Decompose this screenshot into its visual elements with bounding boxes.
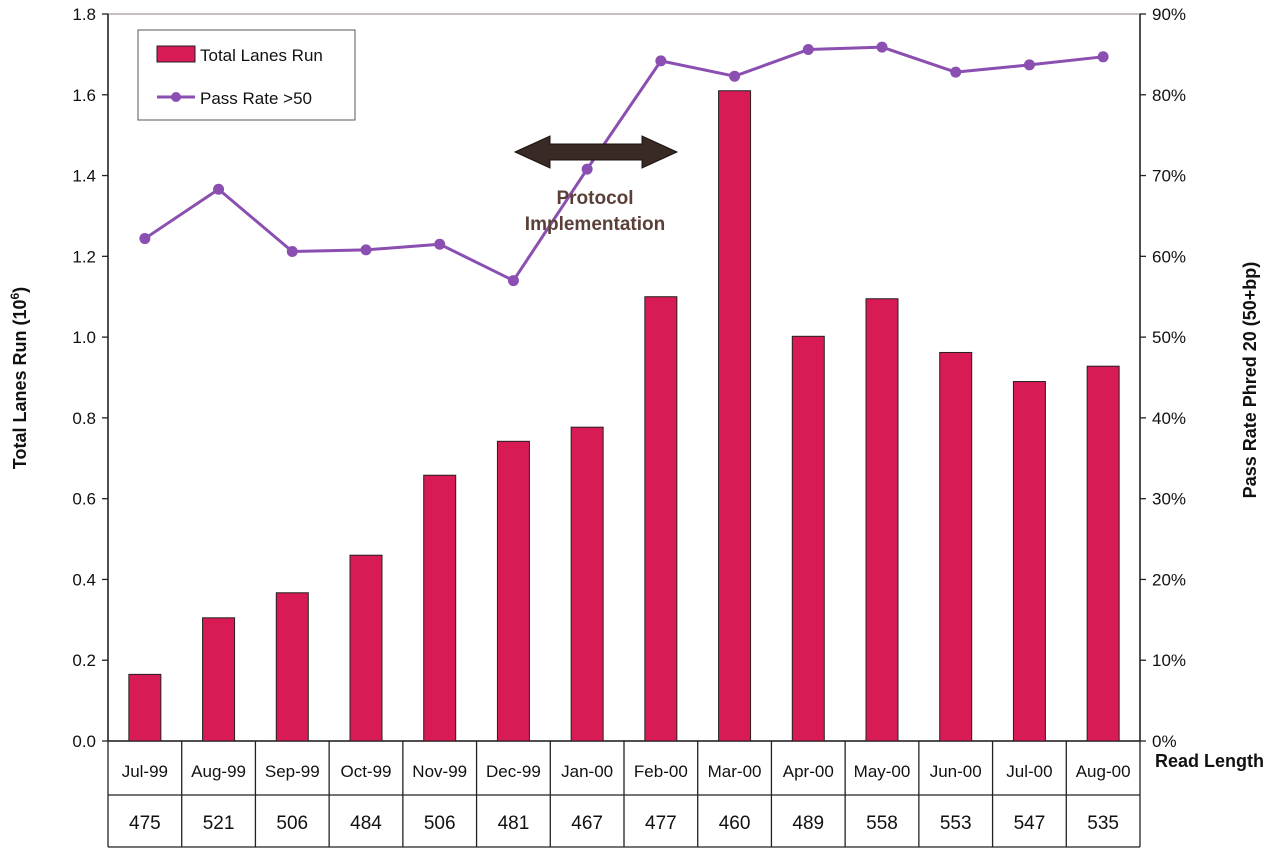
left-axis-ticks: 0.0 0.2 0.4 0.6 0.8 1.0 1.2 1.4 1.6 1.8 xyxy=(72,5,108,751)
line-series xyxy=(139,41,1109,287)
double-arrow-icon xyxy=(513,135,679,169)
y2-tick-label: 90% xyxy=(1152,5,1186,24)
x-category-label: Feb-00 xyxy=(634,762,688,781)
plot-frame xyxy=(107,13,1141,742)
read-length-value: 481 xyxy=(498,813,530,834)
bar-series xyxy=(128,90,1120,742)
bar-mar-00 xyxy=(718,90,752,742)
y-tick-label: 0.4 xyxy=(72,570,96,589)
y2-axis-title: Pass Rate Phred 20 (50+bp) xyxy=(1240,262,1260,499)
x-category-label: Jul-00 xyxy=(1006,762,1052,781)
y-tick-label: 1.0 xyxy=(72,328,96,347)
y-tick-label: 0.0 xyxy=(72,732,96,751)
y2-tick-label: 80% xyxy=(1152,86,1186,105)
pass-rate-point-jul-99 xyxy=(139,233,151,245)
pass-rate-point-apr-00 xyxy=(802,44,814,56)
y-tick-label: 0.2 xyxy=(72,651,96,670)
read-length-value: 460 xyxy=(719,813,751,834)
pass-rate-point-aug-99 xyxy=(213,183,225,195)
protocol-annotation: Protocol Implementation xyxy=(513,135,679,235)
bar-jul-99 xyxy=(128,673,162,742)
bar-jun-00 xyxy=(939,351,973,742)
read-length-value: 484 xyxy=(350,813,382,834)
x-category-label: Aug-99 xyxy=(191,762,246,781)
y2-tick-label: 20% xyxy=(1152,570,1186,589)
y-tick-label: 0.8 xyxy=(72,409,96,428)
pass-rate-point-oct-99 xyxy=(360,244,372,256)
read-length-table: Jul-99 475 Aug-99 521 Sep-99 506 Oct-99 484 Nov-… xyxy=(107,741,1141,848)
y-tick-label: 1.4 xyxy=(72,167,96,186)
x-category-label: Nov-99 xyxy=(412,762,467,781)
pass-rate-point-feb-00 xyxy=(655,55,667,67)
annotation-line1: Protocol xyxy=(556,188,633,209)
pass-rate-point-jan-00 xyxy=(581,163,593,175)
bar-nov-99 xyxy=(423,474,457,742)
y-tick-label: 1.2 xyxy=(72,247,96,266)
pass-rate-line xyxy=(144,45,1104,283)
x-category-label: Jun-00 xyxy=(930,762,982,781)
legend-box xyxy=(137,29,356,121)
y2-tick-label: 10% xyxy=(1152,651,1186,670)
x-category-label: Jan-00 xyxy=(561,762,613,781)
bar-jan-00 xyxy=(570,426,604,742)
bar-oct-99 xyxy=(349,554,383,742)
y2-tick-label: 0% xyxy=(1152,732,1177,751)
pass-rate-point-jun-00 xyxy=(950,66,962,78)
right-axis-ticks: 0% 10% 20% 30% 40% 50% 60% 70% 80% 90% xyxy=(1140,5,1186,751)
x-category-label: Dec-99 xyxy=(486,762,541,781)
read-length-value: 475 xyxy=(129,813,161,834)
bar-aug-00 xyxy=(1086,365,1120,742)
bar-sep-99 xyxy=(275,592,309,742)
x-category-label: Oct-99 xyxy=(340,762,391,781)
y-tick-label: 1.8 xyxy=(72,5,96,24)
pass-rate-point-mar-00 xyxy=(729,70,741,82)
annotation-line2: Implementation xyxy=(525,214,665,235)
y-tick-label: 1.6 xyxy=(72,86,96,105)
x-category-label: Mar-00 xyxy=(708,762,762,781)
read-length-value: 506 xyxy=(424,813,456,834)
pass-rate-point-aug-00 xyxy=(1097,51,1109,63)
x-category-label: Sep-99 xyxy=(265,762,320,781)
read-length-value: 535 xyxy=(1087,813,1119,834)
read-length-value: 477 xyxy=(645,813,677,834)
y2-tick-label: 30% xyxy=(1152,490,1186,509)
read-length-value: 467 xyxy=(571,813,603,834)
bar-aug-99 xyxy=(202,617,236,742)
legend-label-line: Pass Rate >50 xyxy=(200,89,312,108)
read-length-value: 558 xyxy=(866,813,898,834)
read-length-value: 506 xyxy=(276,813,308,834)
pass-rate-point-jul-00 xyxy=(1023,59,1035,71)
legend-label-bars: Total Lanes Run xyxy=(200,46,323,65)
y-tick-label: 0.6 xyxy=(72,490,96,509)
read-length-value: 553 xyxy=(940,813,972,834)
pass-rate-point-sep-99 xyxy=(286,245,298,257)
x-category-label: May-00 xyxy=(854,762,911,781)
read-length-value: 489 xyxy=(792,813,824,834)
y2-tick-label: 50% xyxy=(1152,328,1186,347)
x-category-label: Apr-00 xyxy=(783,762,834,781)
bar-feb-00 xyxy=(644,296,678,742)
legend-bar-swatch xyxy=(156,45,196,63)
bar-may-00 xyxy=(865,298,899,742)
pass-rate-point-may-00 xyxy=(876,41,888,53)
y2-tick-label: 70% xyxy=(1152,167,1186,186)
read-length-value: 547 xyxy=(1014,813,1046,834)
y-axis-title: Total Lanes Run (106) xyxy=(8,287,30,469)
read-length-value: 521 xyxy=(203,813,235,834)
bar-jul-00 xyxy=(1012,381,1046,742)
pass-rate-point-nov-99 xyxy=(434,238,446,250)
bar-dec-99 xyxy=(496,440,530,742)
y2-tick-label: 40% xyxy=(1152,409,1186,428)
bar-apr-00 xyxy=(791,335,825,742)
y2-tick-label: 60% xyxy=(1152,247,1186,266)
pass-rate-point-dec-99 xyxy=(507,275,519,287)
legend: Total Lanes Run Pass Rate >50 xyxy=(137,29,356,121)
legend-line-marker xyxy=(171,92,181,102)
read-length-label: Read Length xyxy=(1155,751,1264,771)
x-category-label: Jul-99 xyxy=(122,762,168,781)
x-category-label: Aug-00 xyxy=(1076,762,1131,781)
